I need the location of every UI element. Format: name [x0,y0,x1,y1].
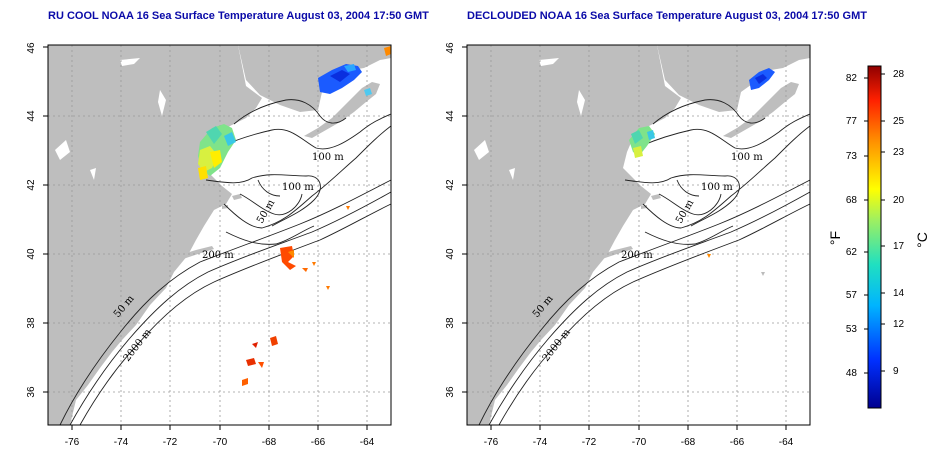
sst-data [629,68,775,276]
svg-text:48: 48 [846,368,858,379]
svg-text:-74: -74 [533,437,548,448]
fahrenheit-label: °F [827,231,843,245]
lakes [474,58,585,180]
svg-text:-70: -70 [632,437,647,448]
svg-text:23: 23 [893,147,905,158]
svg-text:44: 44 [445,110,456,122]
svg-text:9: 9 [893,366,899,377]
contour-label-100m-a: 100 m [312,152,344,163]
svg-text:-68: -68 [262,437,277,448]
temperature-colorbar: 82 77 73 68 62 57 53 48 28 25 23 20 17 1… [827,65,930,409]
bathymetry-contours [478,99,811,426]
svg-text:42: 42 [445,179,456,191]
x-axis-labels-left: -76 -74 -72 -70 -68 -66 -64 [65,437,375,448]
grid [48,45,391,425]
svg-text:42: 42 [26,179,37,191]
celsius-label: °C [914,232,930,248]
axis-ticks-right [462,46,787,430]
contour-label-100m-a: 100 m [731,152,763,163]
svg-text:46: 46 [26,42,37,54]
map-panel-left: 100 m 100 m 50 m 200 m 50 m 2000 m -76 -… [26,42,392,448]
svg-text:-66: -66 [730,437,745,448]
svg-text:73: 73 [846,151,858,162]
svg-text:-64: -64 [779,437,794,448]
contour-label-100m-b: 100 m [701,182,733,193]
svg-text:-74: -74 [114,437,129,448]
svg-text:68: 68 [846,195,858,206]
svg-text:38: 38 [445,317,456,329]
svg-text:-70: -70 [213,437,228,448]
svg-text:17: 17 [893,241,905,252]
svg-text:-76: -76 [65,437,80,448]
svg-text:-66: -66 [311,437,326,448]
svg-text:-68: -68 [681,437,696,448]
svg-text:36: 36 [445,386,456,398]
svg-text:14: 14 [893,288,905,299]
y-axis-labels-right: 36 38 40 42 44 46 [445,42,456,398]
svg-text:25: 25 [893,116,905,127]
svg-text:46: 46 [445,42,456,54]
svg-text:-72: -72 [582,437,597,448]
svg-text:28: 28 [893,69,905,80]
svg-text:44: 44 [26,110,37,122]
grid [467,45,810,425]
svg-text:53: 53 [846,324,858,335]
svg-text:38: 38 [26,317,37,329]
svg-text:40: 40 [445,248,456,260]
svg-text:-76: -76 [484,437,499,448]
land [467,45,810,425]
svg-text:20: 20 [893,195,905,206]
colorbar-c-ticks: 28 25 23 20 17 14 12 9 [893,69,905,377]
map-panel-right: 100 m 100 m 50 m 200 m 50 m 2000 m -76 -… [445,42,811,448]
svg-text:82: 82 [846,73,858,84]
svg-text:-64: -64 [360,437,375,448]
sst-data [198,46,391,386]
x-axis-labels-right: -76 -74 -72 -70 -68 -66 -64 [484,437,794,448]
svg-text:40: 40 [26,248,37,260]
svg-text:57: 57 [846,290,858,301]
svg-text:-72: -72 [163,437,178,448]
bathymetry-contours [59,99,392,426]
contour-label-100m-b: 100 m [282,182,314,193]
axis-ticks-left [43,46,368,430]
panel-right-title: DECLOUDED NOAA 16 Sea Surface Temperatur… [467,10,867,22]
lakes [55,58,166,180]
svg-text:36: 36 [26,386,37,398]
y-axis-labels-left: 36 38 40 42 44 46 [26,42,37,398]
contour-label-200m: 200 m [621,250,653,261]
svg-text:12: 12 [893,319,905,330]
svg-text:62: 62 [846,247,858,258]
panel-left-title: RU COOL NOAA 16 Sea Surface Temperature … [48,10,429,22]
svg-text:77: 77 [846,116,858,127]
contour-label-200m: 200 m [202,250,234,261]
colorbar-f-ticks: 82 77 73 68 62 57 53 48 [846,73,858,379]
